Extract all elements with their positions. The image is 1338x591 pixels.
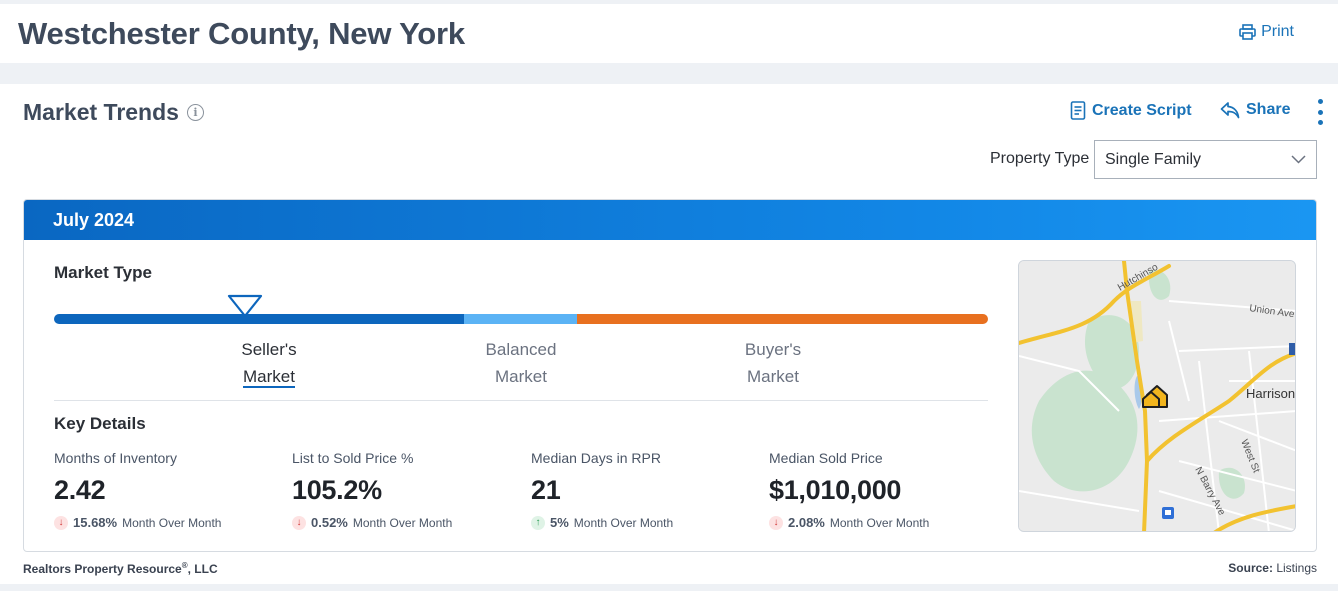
seller-market-label: Seller's Market xyxy=(241,340,297,388)
metric-months-of-inventory: Months of Inventory 2.42 ↓ 15.68% Month … xyxy=(54,450,284,530)
section-title: Market Trends i xyxy=(23,99,204,126)
divider xyxy=(54,400,988,401)
share-button[interactable]: Share xyxy=(1220,101,1290,119)
balanced-market-label: Balanced Market xyxy=(485,340,557,386)
share-icon xyxy=(1220,101,1240,118)
chevron-down-icon xyxy=(1291,155,1306,164)
property-type-select[interactable]: Single Family xyxy=(1094,140,1317,179)
map-label-harrison: Harrison xyxy=(1246,386,1295,401)
property-type-label: Property Type xyxy=(990,150,1090,167)
metric-label: Median Sold Price xyxy=(769,450,883,466)
gauge-seller-segment xyxy=(54,314,464,324)
info-icon[interactable]: i xyxy=(186,104,204,121)
arrow-down-icon: ↓ xyxy=(54,515,68,530)
footer-company: Realtors Property Resource®, LLC xyxy=(23,561,218,576)
home-location-icon xyxy=(1142,385,1168,408)
metric-median-days: Median Days in RPR 21 ↑ 5% Month Over Mo… xyxy=(531,450,761,530)
arrow-down-icon: ↓ xyxy=(292,515,306,530)
metric-list-to-sold: List to Sold Price % 105.2% ↓ 0.52% Mont… xyxy=(292,450,522,530)
gauge-buyer-segment xyxy=(577,314,988,324)
document-icon xyxy=(1070,101,1086,120)
printer-icon xyxy=(1239,24,1256,40)
metric-change: ↓ 2.08% Month Over Month xyxy=(769,515,999,530)
metric-value: 105.2% xyxy=(292,475,382,505)
market-trends-title: Market Trends xyxy=(23,99,179,125)
market-panel: July 2024 Market Type Seller's Market Ba… xyxy=(23,199,1317,552)
metric-label: Median Days in RPR xyxy=(531,450,661,466)
property-type-value: Single Family xyxy=(1105,150,1202,168)
gauge-balanced-segment xyxy=(464,314,577,324)
metric-change: ↓ 15.68% Month Over Month xyxy=(54,515,284,530)
metric-label: Months of Inventory xyxy=(54,450,177,466)
more-options-icon[interactable] xyxy=(1316,99,1324,125)
print-label: Print xyxy=(1261,23,1294,40)
market-type-title: Market Type xyxy=(54,263,152,282)
metric-change: ↓ 0.52% Month Over Month xyxy=(292,515,522,530)
metric-change: ↑ 5% Month Over Month xyxy=(531,515,761,530)
metric-value: 21 xyxy=(531,475,561,505)
metric-median-sold-price: Median Sold Price $1,010,000 ↓ 2.08% Mon… xyxy=(769,450,999,530)
metric-label: List to Sold Price % xyxy=(292,450,414,466)
market-indicator-icon xyxy=(227,294,263,318)
footer-source: Source: Listings xyxy=(1228,561,1317,575)
metric-value: $1,010,000 xyxy=(769,475,902,505)
arrow-up-icon: ↑ xyxy=(531,515,545,530)
arrow-down-icon: ↓ xyxy=(769,515,783,530)
panel-month-header: July 2024 xyxy=(24,200,1316,240)
buyer-market-label: Buyer's Market xyxy=(744,340,802,386)
key-details-title: Key Details xyxy=(54,414,146,433)
metric-value: 2.42 xyxy=(54,475,106,505)
share-label: Share xyxy=(1246,101,1291,118)
market-trends-card: Market Trends i Create Script Share Prop… xyxy=(0,84,1338,584)
create-script-button[interactable]: Create Script xyxy=(1070,101,1192,120)
page-title: Westchester County, New York xyxy=(18,16,465,51)
print-button[interactable]: Print xyxy=(1239,23,1294,41)
location-map[interactable]: Hutchinso Union Ave Harrison West St N B… xyxy=(1018,260,1296,532)
market-type-gauge xyxy=(54,314,988,324)
page-header: Westchester County, New York Print xyxy=(0,4,1338,63)
create-script-label: Create Script xyxy=(1092,101,1192,119)
map-graphic: Hutchinso Union Ave Harrison West St N B… xyxy=(1019,261,1295,531)
